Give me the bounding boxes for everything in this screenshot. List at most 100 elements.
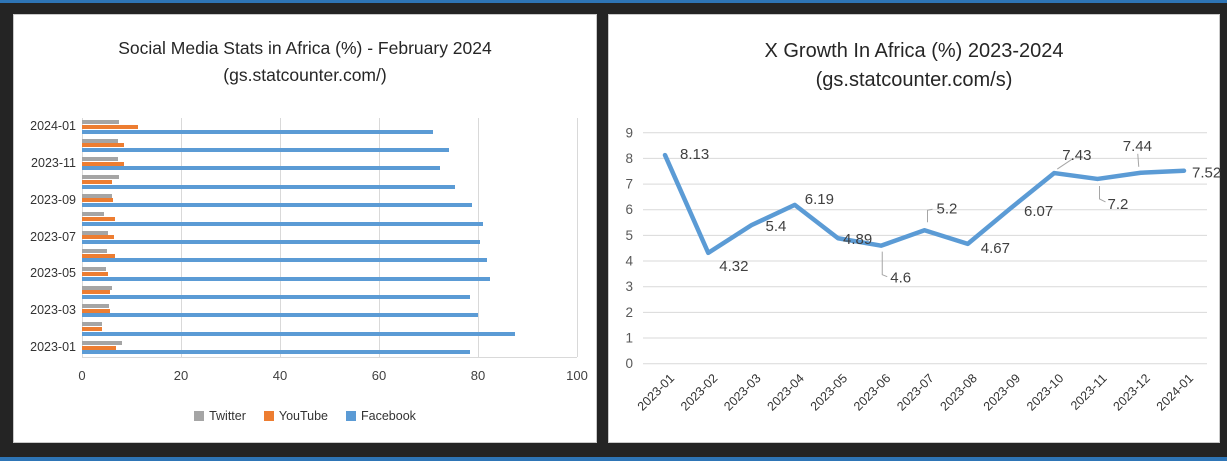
legend-swatch-twitter xyxy=(194,411,205,421)
bar-twitter xyxy=(82,193,112,198)
bar-twitter xyxy=(82,156,119,161)
bar-facebook xyxy=(82,350,471,355)
bar-chart-x-tick-label: 0 xyxy=(78,368,86,383)
bar-youtube xyxy=(82,161,125,166)
line-chart-y-tick-label: 4 xyxy=(625,254,633,269)
line-chart-data-label: 7.43 xyxy=(1062,147,1091,164)
line-chart-data-label: 4.32 xyxy=(719,258,748,275)
line-chart-x-tick-label: 2023-05 xyxy=(808,371,850,413)
bottom-accent-strip xyxy=(0,457,1227,461)
data-label-leader-line xyxy=(881,251,888,278)
bar-chart-category-label: 2023-11 xyxy=(31,155,76,170)
line-chart-y-tick-label: 2 xyxy=(625,305,633,320)
bar-facebook xyxy=(82,129,434,134)
bar-facebook xyxy=(82,276,490,281)
line-chart-data-label: 7.52 xyxy=(1192,165,1221,182)
line-chart-y-tick-label: 1 xyxy=(625,331,633,346)
bar-facebook xyxy=(82,166,440,171)
line-chart-data-label: 4.89 xyxy=(843,231,872,248)
line-chart-x-tick-label: 2023-07 xyxy=(894,371,936,413)
bar-youtube xyxy=(82,290,111,295)
line-chart-data-label: 6.07 xyxy=(1024,203,1053,220)
bar-facebook xyxy=(82,221,484,226)
bar-facebook xyxy=(82,239,481,244)
bar-facebook xyxy=(82,331,516,336)
bar-facebook xyxy=(82,184,455,189)
legend-label: YouTube xyxy=(278,409,329,423)
bar-chart-gridline xyxy=(478,118,479,357)
data-label-leader-line xyxy=(927,208,933,223)
bar-twitter xyxy=(82,248,107,253)
line-chart-x-tick-label: 2024-01 xyxy=(1154,371,1196,413)
line-chart-data-label: 7.44 xyxy=(1123,138,1152,155)
bar-facebook xyxy=(82,295,471,300)
line-chart-y-tick-label: 7 xyxy=(625,177,633,192)
legend-swatch-facebook xyxy=(346,411,357,421)
bar-chart-category-label: 2023-03 xyxy=(30,303,76,318)
line-chart-x-tick-label: 2023-01 xyxy=(635,371,677,413)
bar-chart-title-line1: Social Media Stats in Africa (%) - Febru… xyxy=(118,38,492,58)
legend-item-twitter: Twitter xyxy=(194,409,246,423)
bar-twitter xyxy=(82,138,119,143)
legend-item-youtube: YouTube xyxy=(263,409,329,423)
bar-youtube xyxy=(82,216,116,221)
bar-chart-gridline xyxy=(181,118,182,357)
bar-chart-gridline xyxy=(577,118,578,357)
bar-chart-x-tick-label: 100 xyxy=(566,368,588,383)
bar-chart-axis-line xyxy=(82,357,577,358)
line-chart-y-tick-label: 9 xyxy=(625,125,633,140)
bar-twitter xyxy=(82,120,120,125)
bar-youtube xyxy=(82,198,113,203)
bar-facebook xyxy=(82,147,450,152)
bar-chart-title-line2: (gs.statcounter.com/) xyxy=(223,65,387,85)
line-chart-y-tick-label: 0 xyxy=(625,356,633,371)
x-growth-line-chart-panel: X Growth In Africa (%) 2023-2024 (gs.sta… xyxy=(608,14,1221,443)
line-chart-y-tick-label: 6 xyxy=(625,202,633,217)
bar-chart-legend: Twitter YouTube Facebook xyxy=(14,409,596,423)
bar-chart-gridline xyxy=(280,118,281,357)
line-chart-data-label: 4.67 xyxy=(981,240,1010,257)
line-chart-x-tick-label: 2023-04 xyxy=(765,371,807,413)
line-chart-x-tick-label: 2023-10 xyxy=(1024,371,1066,413)
line-chart-y-tick-label: 3 xyxy=(625,279,633,294)
bar-youtube xyxy=(82,143,125,148)
data-label-leader-line xyxy=(1056,158,1073,170)
bar-chart-category-label: 2023-05 xyxy=(30,266,76,281)
line-chart-data-label: 7.2 xyxy=(1108,196,1129,213)
line-chart-x-tick-label: 2023-02 xyxy=(678,371,720,413)
bar-chart-x-tick-label: 60 xyxy=(371,368,387,383)
bar-chart-category-label: 2023-01 xyxy=(30,339,76,354)
bar-chart-gridline xyxy=(379,118,380,357)
line-chart-title-line1: X Growth In Africa (%) 2023-2024 xyxy=(764,40,1064,62)
line-chart-x-tick-label: 2023-06 xyxy=(851,371,893,413)
bar-twitter xyxy=(82,267,107,272)
bar-youtube xyxy=(82,253,115,258)
line-chart-y-tick-label: 5 xyxy=(625,228,633,243)
line-chart-data-label: 5.4 xyxy=(766,218,787,235)
bar-twitter xyxy=(82,285,112,290)
bar-youtube xyxy=(82,327,102,332)
legend-label: Facebook xyxy=(361,409,416,423)
bar-twitter xyxy=(82,322,102,327)
line-chart-data-label: 5.2 xyxy=(937,200,958,217)
bar-youtube xyxy=(82,180,112,185)
legend-item-facebook: Facebook xyxy=(346,409,416,423)
legend-label: Twitter xyxy=(209,409,246,423)
bar-chart-category-label: 2023-09 xyxy=(30,192,76,207)
line-chart-x-tick-label: 2023-08 xyxy=(938,371,980,413)
bar-twitter xyxy=(82,230,108,235)
bar-chart-x-tick-label: 80 xyxy=(470,368,486,383)
bar-youtube xyxy=(82,271,108,276)
line-chart-title: X Growth In Africa (%) 2023-2024 (gs.sta… xyxy=(609,37,1219,95)
data-label-leader-line xyxy=(1099,185,1106,203)
legend-swatch-youtube xyxy=(263,411,274,421)
bar-twitter xyxy=(82,212,105,217)
line-chart-x-tick-label: 2023-12 xyxy=(1111,371,1153,413)
data-label-leader-line xyxy=(1137,153,1140,167)
line-chart-x-tick-label: 2023-11 xyxy=(1068,371,1110,413)
line-chart-title-line2: (gs.statcounter.com/s) xyxy=(815,69,1013,91)
bar-youtube xyxy=(82,124,139,129)
line-chart-data-label: 6.19 xyxy=(805,191,834,208)
